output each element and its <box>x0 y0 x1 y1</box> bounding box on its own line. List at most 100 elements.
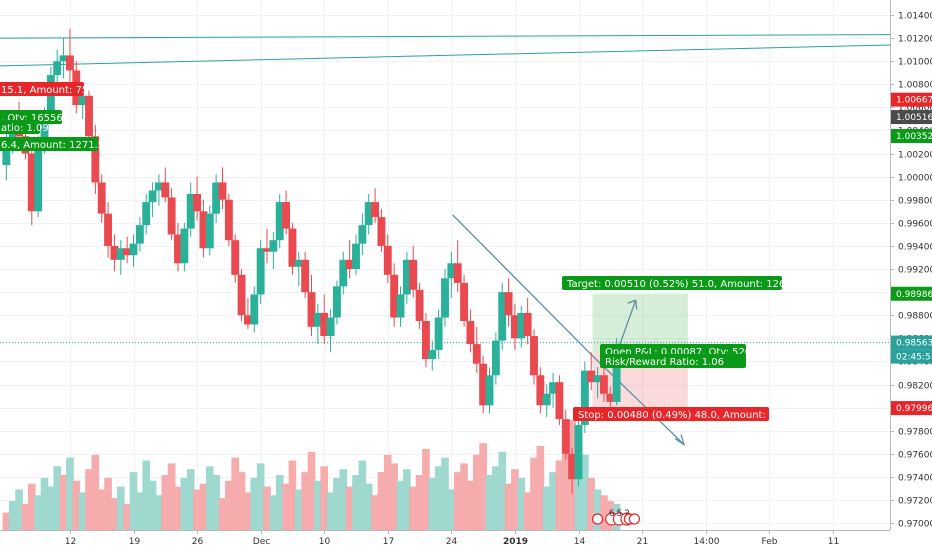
candle-body <box>123 248 132 256</box>
price-tick-label: 0.98800 <box>898 312 932 322</box>
candle-body <box>275 202 284 241</box>
volume-bar <box>555 460 564 530</box>
volume-bar <box>536 446 545 530</box>
candle-body <box>65 55 74 71</box>
volume-bar <box>542 486 551 530</box>
short-ratio-label[interactable]: atio: 1.09 <box>0 120 49 134</box>
price-badge <box>891 129 932 144</box>
volume-bar <box>561 434 570 530</box>
price-badge <box>891 110 932 125</box>
price-badge-text: 0.97996 <box>896 404 932 414</box>
candle-body <box>612 353 621 402</box>
candle-body <box>161 182 170 198</box>
volume-bar <box>205 466 214 530</box>
volume-bar <box>66 457 74 530</box>
candle-body <box>479 363 488 406</box>
risk-reward-label-bg <box>600 354 746 368</box>
candle-body <box>307 292 316 327</box>
volume-bar <box>307 451 316 530</box>
short-target-label[interactable]: 6.4, Amount: 1271.52 <box>0 137 110 151</box>
candle-body <box>269 240 278 252</box>
volume-bar <box>91 454 100 530</box>
target-zone[interactable] <box>592 293 688 353</box>
target-label[interactable]: Target: 0.00510 (0.52%) 51.0, Amount: 12… <box>562 276 808 290</box>
price-axis-panel[interactable] <box>890 0 932 530</box>
price-badge <box>891 349 932 364</box>
candle-body <box>218 182 227 200</box>
volume-bar <box>530 457 538 530</box>
candle-body <box>371 202 380 218</box>
volume-bar <box>581 454 589 530</box>
price-tick-label: 0.99800 <box>898 197 932 207</box>
candle-body <box>377 217 386 246</box>
candle-body <box>116 248 125 260</box>
candle-body <box>536 375 545 406</box>
price-tick-label: 0.97000 <box>898 520 932 530</box>
volume-bar <box>415 475 424 530</box>
candle-body <box>568 453 577 480</box>
candle-body <box>91 136 100 183</box>
candle-body <box>472 344 481 364</box>
price-badges: 1.00667 1.00516 1.00352 0.98986 0.98563 02:45… <box>891 92 932 416</box>
projection-down-arrow-line[interactable] <box>589 352 685 446</box>
time-tick-label: Dec <box>253 537 270 547</box>
volume-bar <box>180 477 189 530</box>
volume-bar <box>218 498 227 530</box>
candle-body <box>345 259 354 270</box>
candle-body <box>256 248 265 295</box>
candle-body <box>517 312 526 339</box>
price-badge <box>891 401 932 416</box>
short-stop-label[interactable]: 15.1, Amount: 750 <box>0 82 95 96</box>
stop-label[interactable]: Stop: 0.00480 (0.49%) 48.0, Amount: 750 <box>573 407 788 421</box>
candle-body <box>212 182 221 214</box>
volume-bar <box>422 448 430 530</box>
candle-body <box>326 317 335 337</box>
candle-body <box>78 95 87 106</box>
volume-bar <box>244 492 252 530</box>
time-tick-label: 2019 <box>503 537 528 547</box>
candle-body <box>523 312 532 337</box>
time-axis-panel[interactable] <box>0 530 890 550</box>
candle-body <box>587 370 596 383</box>
volume-bar <box>225 480 233 530</box>
price-badge-text: 1.00516 <box>896 113 932 123</box>
volume-bar <box>186 469 195 530</box>
candle-body <box>180 228 189 264</box>
event-marker-circle[interactable] <box>628 513 641 525</box>
candle-body <box>574 424 583 480</box>
candle-body <box>580 370 589 425</box>
time-tick-label: 26 <box>192 537 204 547</box>
downtrend-line[interactable] <box>452 214 591 354</box>
volume-bar <box>256 463 265 530</box>
volume-bar <box>78 492 87 530</box>
risk-reward-label[interactable]: Risk/Reward Ratio: 1.06 <box>600 354 746 368</box>
candle-body <box>40 116 49 145</box>
volume-bar <box>358 460 367 530</box>
candle-body <box>142 202 151 226</box>
price-tick-label: 0.98200 <box>898 382 932 392</box>
volume-bar <box>428 477 437 530</box>
event-markers[interactable]: 652 <box>591 509 641 526</box>
price-badge-text: 1.00667 <box>896 96 932 106</box>
volume-bar <box>275 475 284 530</box>
price-tick-label: 1.01000 <box>898 58 932 68</box>
volume-bar <box>600 495 608 530</box>
trend-lines[interactable] <box>0 34 891 447</box>
candlesticks <box>2 28 621 495</box>
volume-bar <box>447 489 456 530</box>
price-tick-label: 0.97800 <box>898 428 932 438</box>
event-marker-circle[interactable] <box>591 513 604 525</box>
candle-body <box>460 282 469 322</box>
time-tick-label: 21 <box>637 537 648 547</box>
candle-body <box>263 248 271 252</box>
candle-body <box>313 312 322 327</box>
open-pnl-label-text: Open P&L: 0.00087, Qty: 52083 <box>605 347 764 358</box>
short-stop-label-text: 15.1, Amount: 750 <box>1 85 95 96</box>
price-badge-text: 0.98563 <box>896 339 932 349</box>
time-axis[interactable]: 12 19 26 Dec 10 17 24 2019 14 21 14:00 Feb 11 <box>65 530 839 547</box>
candle-body <box>485 375 494 406</box>
resistance-trendline-upper[interactable] <box>0 34 891 39</box>
resistance-trendline-lower[interactable] <box>0 44 891 67</box>
